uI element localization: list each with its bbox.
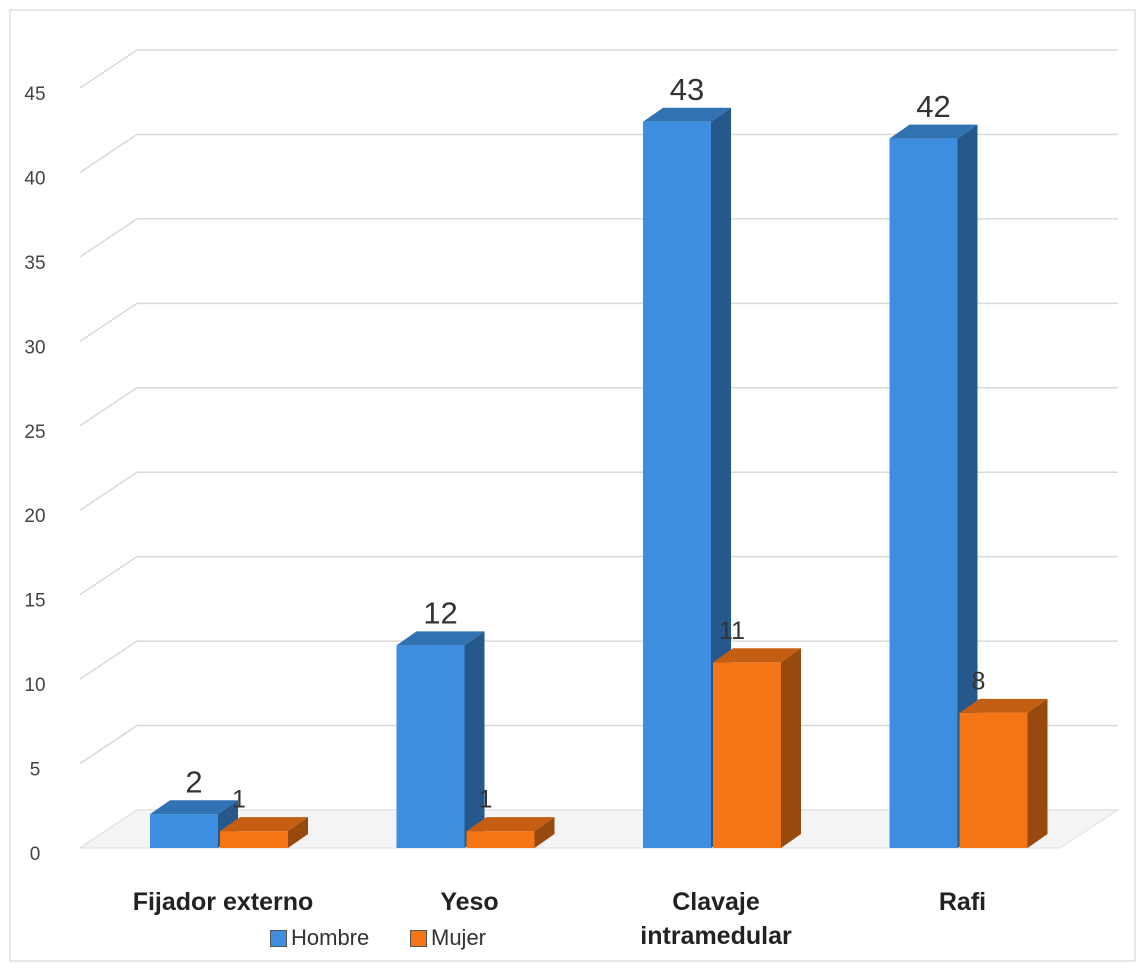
bar-top xyxy=(713,648,801,663)
legend-label: Hombre xyxy=(291,925,370,950)
x-tick-label: Yeso xyxy=(440,888,499,916)
bar xyxy=(396,631,485,848)
bar xyxy=(889,124,978,848)
grid-line xyxy=(79,218,1118,258)
grid-line xyxy=(79,555,1118,596)
y-tick-label: 10 xyxy=(24,675,45,696)
y-tick-label: 35 xyxy=(24,253,45,274)
x-tick-label: Fijador externo xyxy=(132,888,314,916)
bar-top xyxy=(643,107,731,122)
bar-top xyxy=(396,631,485,646)
grid-line xyxy=(79,387,1118,427)
bar-side xyxy=(957,124,978,848)
bar-top xyxy=(889,124,978,139)
chart-border xyxy=(9,9,1136,962)
grid-line xyxy=(79,133,1118,174)
data-label: 43 xyxy=(670,72,704,107)
grid-line xyxy=(79,302,1118,342)
bar-front xyxy=(643,121,711,849)
legend-label: Mujer xyxy=(431,925,487,950)
grid-line xyxy=(79,471,1118,511)
data-label: 8 xyxy=(972,667,986,695)
bar-side xyxy=(534,817,555,848)
legend-swatch xyxy=(410,929,427,947)
data-label: 11 xyxy=(719,617,745,645)
data-label: 1 xyxy=(479,786,493,814)
bar-side xyxy=(288,817,308,848)
bar-front xyxy=(396,645,465,848)
data-label: 42 xyxy=(916,89,950,124)
data-label: 2 xyxy=(185,764,202,799)
bar-top xyxy=(959,698,1048,713)
y-tick-label: 0 xyxy=(30,844,41,865)
data-label: 12 xyxy=(423,596,457,631)
legend-swatch xyxy=(270,929,287,947)
bar xyxy=(466,817,555,848)
bar-top xyxy=(466,817,555,832)
bar-side xyxy=(1027,698,1048,848)
y-tick-label: 15 xyxy=(24,591,45,612)
y-tick-label: 5 xyxy=(30,760,41,781)
bar-front xyxy=(889,138,958,848)
bar-front xyxy=(220,831,288,848)
bar-side xyxy=(781,648,801,848)
grid-line xyxy=(79,49,1118,89)
bar-front xyxy=(959,712,1028,848)
y-tick-label: 20 xyxy=(24,506,45,527)
legend-item: Mujer xyxy=(410,925,486,951)
y-tick-label: 45 xyxy=(24,84,45,105)
data-label: 1 xyxy=(232,786,246,814)
bar xyxy=(713,648,801,848)
y-tick-label: 30 xyxy=(24,337,45,358)
bar-front xyxy=(713,662,781,848)
bar-top xyxy=(150,800,238,815)
legend-item: Hombre xyxy=(270,925,369,951)
y-tick-label: 25 xyxy=(24,422,45,443)
bar-front xyxy=(150,814,218,848)
bar xyxy=(959,698,1048,848)
bar-top xyxy=(220,817,308,832)
y-tick-label: 40 xyxy=(24,168,45,189)
bar-side xyxy=(464,631,485,848)
x-tick-label: Rafi xyxy=(938,888,987,916)
bar-front xyxy=(466,831,535,848)
x-tick-label: Clavaje intramedular xyxy=(640,888,792,950)
bar xyxy=(220,817,308,848)
grid-line xyxy=(79,640,1118,680)
